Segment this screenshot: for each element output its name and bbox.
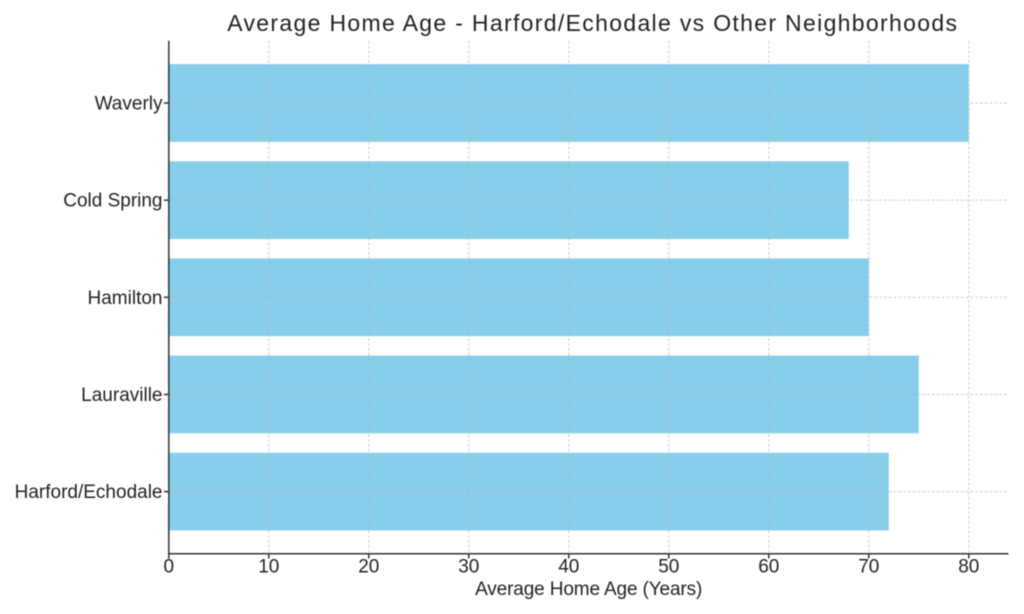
svg-text:50: 50 (658, 557, 679, 578)
svg-text:Average Home Age - Harford/Ech: Average Home Age - Harford/Echodale vs O… (227, 10, 957, 36)
svg-text:20: 20 (358, 557, 379, 578)
svg-text:Average Home Age (Years): Average Home Age (Years) (475, 579, 702, 600)
svg-text:Hamilton: Hamilton (88, 288, 163, 309)
svg-text:Cold Spring: Cold Spring (63, 191, 162, 212)
svg-text:Harford/Echodale: Harford/Echodale (15, 482, 163, 503)
svg-text:40: 40 (558, 557, 579, 578)
svg-text:Waverly: Waverly (95, 94, 163, 115)
svg-text:30: 30 (458, 557, 479, 578)
svg-text:80: 80 (958, 557, 979, 578)
svg-text:Lauraville: Lauraville (81, 385, 162, 406)
svg-text:10: 10 (258, 557, 279, 578)
svg-text:70: 70 (858, 557, 879, 578)
svg-text:0: 0 (164, 557, 175, 578)
svg-text:60: 60 (758, 557, 779, 578)
